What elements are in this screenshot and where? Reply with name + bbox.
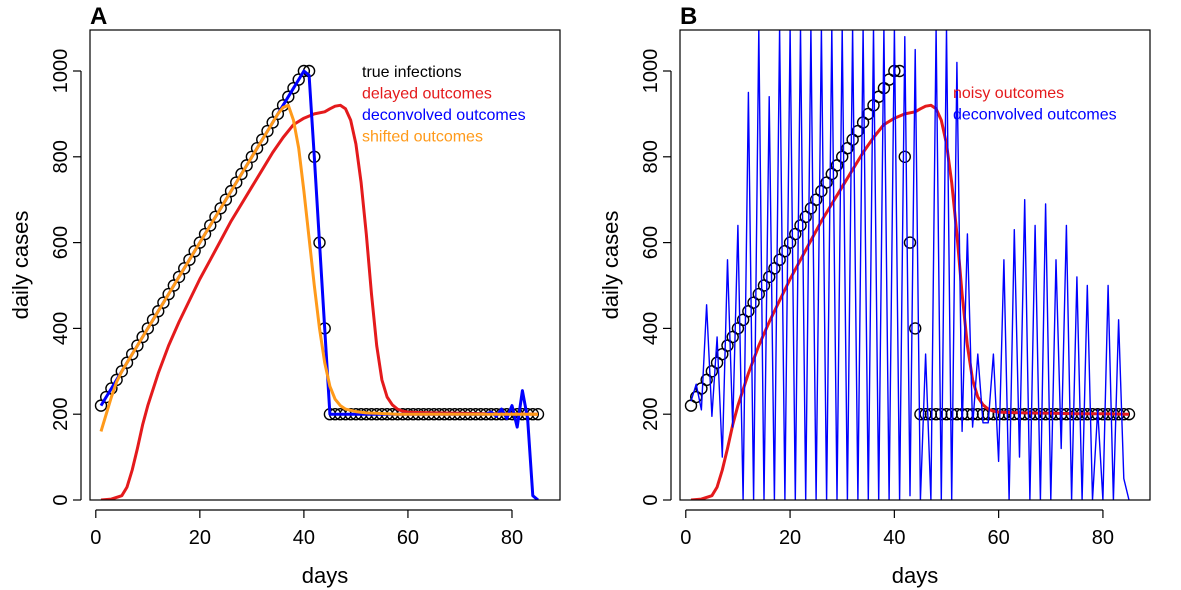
x-axis-label: days (892, 563, 938, 588)
data-point (297, 64, 311, 78)
y-tick-label: 200 (50, 398, 72, 431)
y-tick-label: 400 (640, 312, 662, 345)
plot-frame (679, 29, 1151, 501)
chart-panel-a: 0 20 40 60 80 days 0 200 400 600 800 1000 daily case… (8, 3, 561, 588)
y-tick-label: 1000 (640, 49, 662, 94)
data-point (903, 236, 917, 249)
series-line-deconvolved-outcomes (690, 30, 1130, 500)
y-tick-label: 1000 (50, 49, 72, 94)
x-tick-label: 60 (988, 527, 1010, 549)
y-tick-label: 400 (50, 312, 72, 345)
x-tick-label: 40 (883, 527, 905, 549)
x-axis-label: days (302, 563, 348, 588)
y-tick-label: 0 (640, 494, 662, 505)
legend-entry: deconvolved outcomes (953, 107, 1117, 124)
legend: noisy outcomes deconvolved outcomes (953, 85, 1117, 124)
y-tick-label: 600 (50, 226, 72, 259)
legend-entry: true infections (362, 64, 462, 81)
y-tick-label: 800 (50, 140, 72, 173)
plot-frame (89, 29, 561, 501)
x-tick-label: 20 (189, 527, 211, 549)
plot-series-group (94, 64, 545, 500)
x-tick-label: 80 (501, 527, 523, 549)
series-line-delayed-outcomes (100, 103, 539, 500)
data-point (898, 150, 911, 164)
x-tick-label: 60 (397, 527, 419, 549)
x-tick-label: 0 (680, 527, 691, 549)
y-axis-label: daily cases (598, 211, 623, 320)
series-line-shifted-outcomes (99, 103, 538, 432)
panel-label: B (680, 3, 697, 30)
y-tick-label: 0 (50, 494, 72, 505)
legend-entry: shifted outcomes (362, 129, 483, 146)
legend-entry: deconvolved outcomes (362, 107, 526, 124)
legend-entry: delayed outcomes (362, 86, 492, 103)
x-tick-label: 20 (779, 527, 801, 549)
x-tick-label: 40 (293, 527, 315, 549)
legend: true infections delayed outcomes deconvolv… (362, 64, 526, 146)
x-tick-label: 0 (90, 527, 101, 549)
legend-entry: noisy outcomes (953, 85, 1064, 102)
plot-series-group (684, 30, 1136, 500)
y-tick-label: 800 (640, 140, 662, 173)
y-tick-label: 200 (640, 398, 662, 431)
x-tick-label: 80 (1092, 527, 1114, 549)
panel-label: A (90, 3, 107, 30)
data-point (909, 322, 922, 335)
chart-panel-b: 0 20 40 60 80 days 0 200 400 600 800 1000 daily case… (598, 3, 1151, 588)
y-axis-label: daily cases (8, 211, 33, 320)
y-tick-label: 600 (640, 226, 662, 259)
